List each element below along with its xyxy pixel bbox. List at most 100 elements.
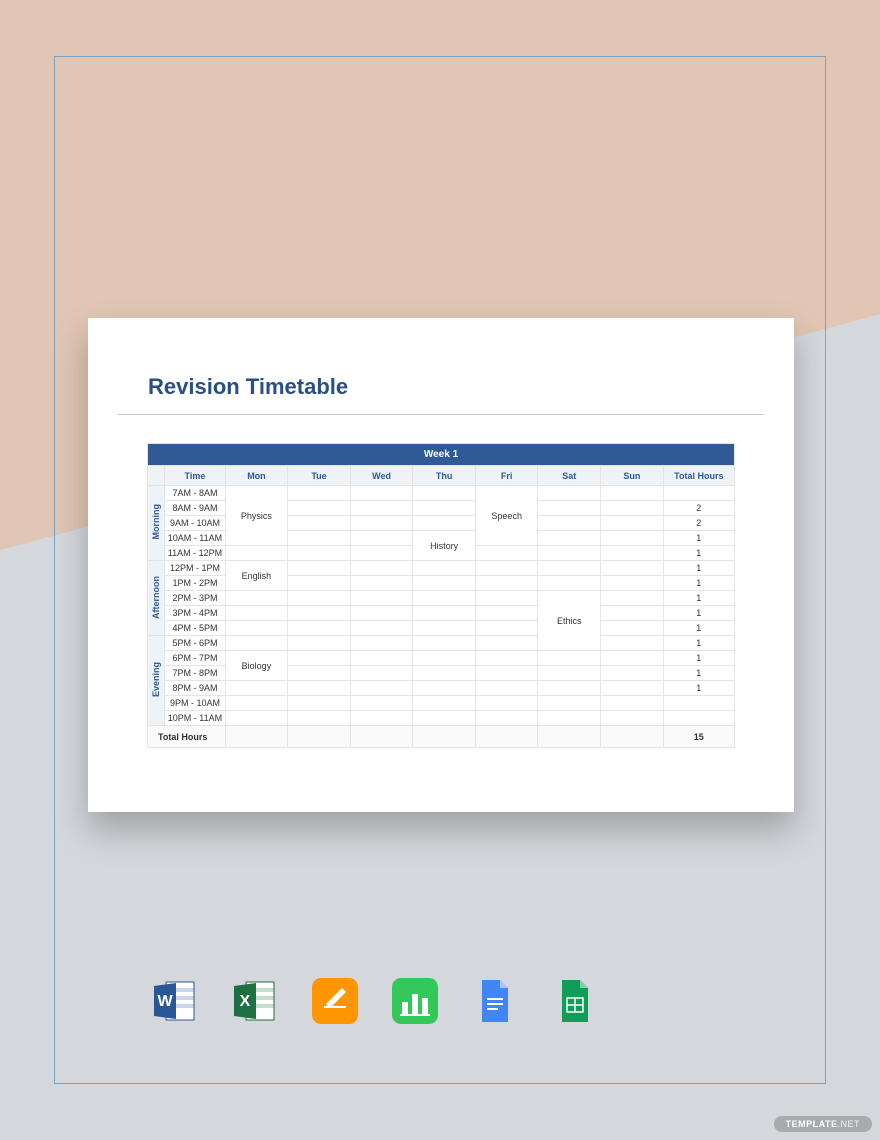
document-title: Revision Timetable <box>148 374 764 400</box>
schedule-cell: Speech <box>475 486 538 546</box>
schedule-cell <box>538 546 601 561</box>
time-slot: 4PM - 5PM <box>165 621 225 636</box>
pages-icon[interactable] <box>312 978 358 1024</box>
time-slot: 7AM - 8AM <box>165 486 225 501</box>
period-label: Evening <box>148 636 165 726</box>
schedule-cell <box>538 531 601 546</box>
schedule-cell <box>225 711 288 726</box>
schedule-cell <box>538 651 601 666</box>
total-empty <box>413 726 476 748</box>
time-slot: 1PM - 2PM <box>165 576 225 591</box>
schedule-cell <box>601 681 664 696</box>
row-total: 1 <box>663 621 734 636</box>
schedule-cell <box>350 576 413 591</box>
row-total: 1 <box>663 591 734 606</box>
row-total: 1 <box>663 606 734 621</box>
schedule-cell <box>538 576 601 591</box>
schedule-cell <box>538 696 601 711</box>
row-total: 1 <box>663 651 734 666</box>
schedule-cell <box>538 501 601 516</box>
schedule-cell <box>225 591 288 606</box>
schedule-cell: Ethics <box>538 591 601 651</box>
schedule-cell <box>288 591 351 606</box>
row-total: 1 <box>663 636 734 651</box>
schedule-cell <box>475 606 538 621</box>
row-total: 1 <box>663 546 734 561</box>
col-head: Fri <box>475 466 538 486</box>
col-head: Total Hours <box>663 466 734 486</box>
col-head: Sun <box>601 466 664 486</box>
total-empty <box>601 726 664 748</box>
period-label: Morning <box>148 486 165 561</box>
schedule-cell <box>601 621 664 636</box>
schedule-cell <box>288 696 351 711</box>
excel-icon[interactable]: X <box>232 978 278 1024</box>
schedule-cell <box>288 711 351 726</box>
schedule-cell <box>413 606 476 621</box>
schedule-cell <box>538 681 601 696</box>
schedule-cell <box>350 711 413 726</box>
watermark-bold: TEMPLATE <box>786 1119 838 1129</box>
schedule-cell: History <box>413 531 476 561</box>
period-label: Afternoon <box>148 561 165 636</box>
schedule-cell <box>350 516 413 531</box>
gdocs-icon[interactable] <box>472 978 518 1024</box>
schedule-cell <box>350 636 413 651</box>
watermark-badge: TEMPLATE.NET <box>774 1116 872 1132</box>
title-rule <box>118 414 764 415</box>
schedule-cell <box>601 636 664 651</box>
schedule-cell <box>475 591 538 606</box>
row-total: 1 <box>663 681 734 696</box>
svg-text:X: X <box>240 993 251 1010</box>
row-total: 2 <box>663 516 734 531</box>
time-slot: 2PM - 3PM <box>165 591 225 606</box>
schedule-cell <box>413 666 476 681</box>
schedule-cell <box>288 486 351 501</box>
schedule-cell <box>475 576 538 591</box>
gsheets-icon[interactable] <box>552 978 598 1024</box>
schedule-cell <box>288 666 351 681</box>
total-empty <box>350 726 413 748</box>
schedule-cell: Biology <box>225 651 288 681</box>
time-slot: 9PM - 10AM <box>165 696 225 711</box>
total-label: Total Hours <box>148 726 226 748</box>
schedule-cell <box>288 546 351 561</box>
schedule-cell <box>288 606 351 621</box>
col-head: Wed <box>350 466 413 486</box>
schedule-cell <box>601 711 664 726</box>
schedule-cell <box>538 516 601 531</box>
row-total: 2 <box>663 501 734 516</box>
word-icon[interactable]: W <box>152 978 198 1024</box>
schedule-cell <box>475 681 538 696</box>
schedule-cell <box>225 696 288 711</box>
schedule-cell <box>350 651 413 666</box>
time-slot: 10PM - 11AM <box>165 711 225 726</box>
schedule-cell <box>475 621 538 636</box>
schedule-cell <box>601 516 664 531</box>
svg-text:W: W <box>157 993 173 1010</box>
schedule-cell <box>350 591 413 606</box>
schedule-cell <box>288 501 351 516</box>
total-empty <box>475 726 538 748</box>
week-header: Week 1 <box>148 444 735 466</box>
schedule-cell <box>601 576 664 591</box>
schedule-cell <box>288 681 351 696</box>
schedule-cell <box>601 501 664 516</box>
schedule-cell <box>413 501 476 516</box>
schedule-cell <box>350 501 413 516</box>
schedule-cell <box>350 621 413 636</box>
schedule-cell <box>413 651 476 666</box>
time-slot: 9AM - 10AM <box>165 516 225 531</box>
numbers-icon[interactable] <box>392 978 438 1024</box>
schedule-cell <box>225 546 288 561</box>
time-slot: 5PM - 6PM <box>165 636 225 651</box>
schedule-cell <box>350 561 413 576</box>
total-empty <box>225 726 288 748</box>
schedule-cell <box>475 561 538 576</box>
schedule-cell <box>350 486 413 501</box>
schedule-cell <box>601 696 664 711</box>
format-icons-row: WX <box>152 978 598 1024</box>
schedule-cell <box>601 546 664 561</box>
schedule-cell <box>475 666 538 681</box>
document-card: Revision Timetable Week 1TimeMonTueWedTh… <box>88 318 794 812</box>
